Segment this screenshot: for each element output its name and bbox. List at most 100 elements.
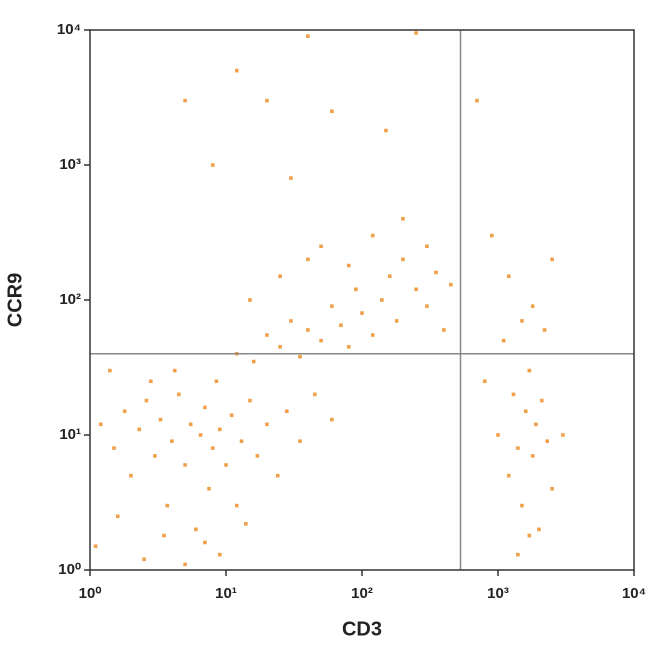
data-point [170,439,174,443]
data-point [511,392,516,397]
data-point [330,417,334,422]
data-point [380,298,384,302]
x-tick-label: 10⁴ [622,585,646,602]
data-point [289,176,293,180]
data-point [158,417,163,422]
data-point [285,409,289,414]
data-point [265,98,269,103]
y-tick-label: 10¹ [59,426,81,443]
data-point [108,368,112,373]
data-point [93,544,98,549]
data-point [516,446,520,450]
data-point [527,533,532,538]
data-point [353,287,358,292]
data-point [183,562,187,567]
data-point [251,359,256,364]
data-point [289,319,293,323]
data-point [217,552,222,557]
data-point [561,433,565,437]
data-point [248,298,252,302]
data-point [414,31,418,35]
data-point [142,557,146,562]
data-point [347,263,351,268]
data-point [545,439,549,443]
data-point [275,473,280,478]
data-point [542,328,547,332]
x-tick-label: 10² [351,585,373,602]
data-point [387,274,392,279]
data-point [516,552,520,557]
data-point [550,257,554,262]
data-point [401,216,405,221]
data-point [248,398,252,403]
data-point [360,311,364,315]
data-point [234,503,239,508]
data-point [527,368,532,373]
data-point [122,409,127,414]
data-point [537,527,541,532]
data-point [370,233,375,238]
data-point [115,514,120,519]
data-point [475,98,479,103]
data-point [211,446,215,450]
data-point [520,319,524,323]
data-point [523,409,528,414]
data-point [496,433,500,437]
data-point [224,463,228,467]
data-point [183,463,187,467]
data-point [550,486,554,491]
y-tick-label: 10⁰ [58,561,81,578]
data-point [306,328,310,332]
data-point [144,398,149,403]
data-point [425,304,429,308]
data-point [330,109,334,114]
data-point [319,244,323,249]
data-point [162,533,166,538]
data-point [229,413,234,418]
data-point [339,323,343,328]
data-point [370,333,375,337]
data-point [255,454,260,458]
data-point [442,328,446,332]
data-point [177,392,181,397]
y-tick-label: 10⁴ [57,21,81,38]
data-point [203,405,207,410]
y-tick-label: 10² [59,291,81,308]
data-point [112,446,116,450]
data-point [207,486,211,491]
data-point [434,270,438,275]
data-point [198,433,203,437]
data-point [278,345,282,349]
data-point [265,422,269,427]
data-point [183,98,187,103]
data-point [449,282,453,287]
data-point [298,439,302,443]
data-point [530,304,535,308]
data-point [149,379,153,384]
data-point [239,439,244,443]
data-point [506,274,511,279]
data-point [540,398,544,403]
data-point [506,473,511,478]
data-point [319,338,323,343]
data-point [394,319,399,323]
data-point [129,473,133,478]
data-point [306,34,310,38]
data-point [244,521,248,526]
data-point [165,503,170,508]
data-point [313,392,317,397]
data-point [203,540,207,545]
x-tick-label: 10⁰ [79,585,102,602]
data-point [534,422,538,427]
data-point [278,274,282,279]
x-axis-label: CD3 [342,618,382,640]
data-point [425,244,429,249]
data-point [306,257,310,262]
data-point [211,163,215,167]
data-point [401,257,405,262]
data-point [330,304,334,308]
data-point [153,454,157,458]
data-point [194,527,198,532]
y-axis-label: CCR9 [4,273,26,327]
